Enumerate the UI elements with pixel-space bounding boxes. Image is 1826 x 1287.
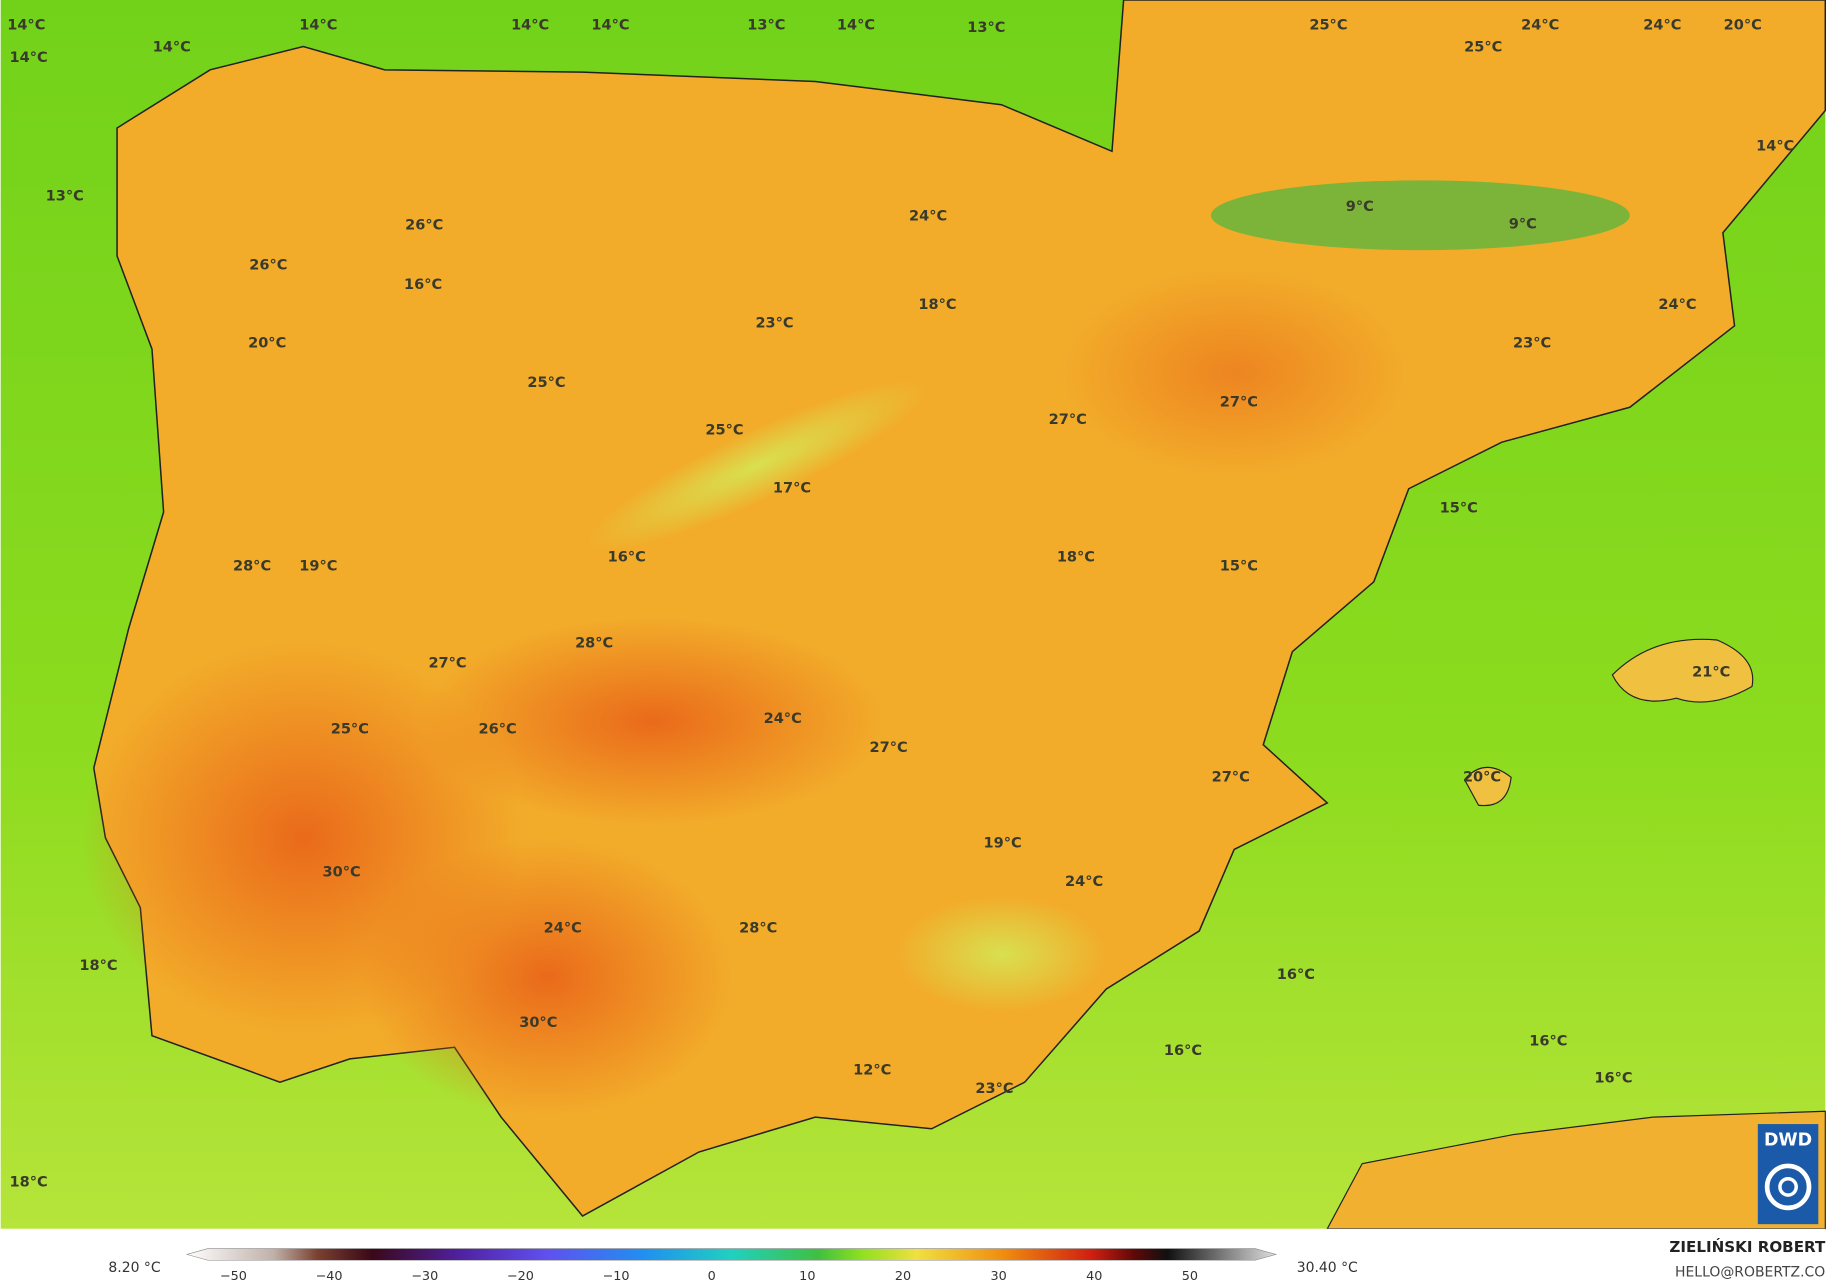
temperature-label: 16°C <box>1594 1071 1632 1087</box>
temperature-label: 25°C <box>705 423 743 439</box>
colorbar-tick: 0 <box>708 1269 716 1284</box>
temperature-label: 20°C <box>1724 18 1762 34</box>
temperature-label: 16°C <box>1529 1033 1567 1049</box>
temperature-label: 19°C <box>984 836 1022 852</box>
temperature-label: 14°C <box>511 18 549 34</box>
temperature-label: 14°C <box>153 40 191 56</box>
temperature-label: 19°C <box>299 559 337 575</box>
temperature-label: 15°C <box>1220 559 1258 575</box>
temperature-label: 9°C <box>1509 217 1537 233</box>
temperature-label: 18°C <box>918 297 956 313</box>
temperature-label: 24°C <box>544 921 582 937</box>
temperature-label: 23°C <box>755 315 793 331</box>
dwd-logo-icon <box>1778 1177 1798 1197</box>
ibiza <box>1463 766 1512 807</box>
temperature-label: 28°C <box>233 559 271 575</box>
colorbar-tick: −20 <box>507 1269 534 1284</box>
temperature-label: 26°C <box>405 218 443 234</box>
temperature-label: 26°C <box>478 722 516 738</box>
temperature-label: 15°C <box>1440 501 1478 517</box>
colorbar-max: 30.40 °C <box>1297 1260 1358 1276</box>
temperature-label: 30°C <box>519 1015 557 1031</box>
temperature-label: 25°C <box>527 375 565 391</box>
colorbar-min: 8.20 °C <box>108 1260 160 1276</box>
colorbar-tick: −50 <box>220 1269 247 1284</box>
colorbar-tick: −40 <box>316 1269 343 1284</box>
temperature-label: 26°C <box>249 257 287 273</box>
temperature-label: 23°C <box>975 1081 1013 1097</box>
temperature-label: 24°C <box>764 711 802 727</box>
dwd-logo-icon <box>1764 1163 1812 1211</box>
temperature-label: 21°C <box>1692 665 1730 681</box>
temperature-label: 27°C <box>1049 412 1087 428</box>
temperature-label: 27°C <box>869 740 907 756</box>
temperature-label: 27°C <box>1220 395 1258 411</box>
colorbar <box>185 1248 1278 1261</box>
colorbar-tick: 30 <box>990 1269 1006 1284</box>
temperature-label: 25°C <box>1464 40 1502 56</box>
colorbar-tick: 10 <box>799 1269 815 1284</box>
colorbar-tick: 40 <box>1086 1269 1102 1284</box>
temperature-label: 13°C <box>46 189 84 205</box>
colorbar-tick: 20 <box>895 1269 911 1284</box>
temperature-label: 27°C <box>1212 769 1250 785</box>
temperature-label: 25°C <box>1309 18 1347 34</box>
temperature-label: 24°C <box>1065 874 1103 890</box>
temperature-label: 16°C <box>1164 1043 1202 1059</box>
temperature-label: 18°C <box>79 958 117 974</box>
temperature-shading <box>82 180 1630 1118</box>
temperature-label: 28°C <box>575 636 613 652</box>
temperature-label: 16°C <box>1277 967 1315 983</box>
temperature-label: 16°C <box>608 549 646 565</box>
temperature-label: 13°C <box>747 18 785 34</box>
dwd-logo-text: DWD <box>1764 1130 1812 1150</box>
mallorca <box>1611 638 1754 703</box>
temperature-label: 14°C <box>299 18 337 34</box>
temperature-label: 14°C <box>837 18 875 34</box>
colorbar-tick: 50 <box>1182 1269 1198 1284</box>
contact: HELLO@ROBERTZ.CO <box>1675 1265 1825 1281</box>
temperature-label: 24°C <box>1521 18 1559 34</box>
temperature-label: 20°C <box>1463 769 1501 785</box>
colorbar-tick: −30 <box>411 1269 438 1284</box>
temperature-label: 9°C <box>1346 199 1374 215</box>
temperature-label: 23°C <box>1513 335 1551 351</box>
temperature-label: 18°C <box>1057 549 1095 565</box>
colorbar-tick: −10 <box>603 1269 630 1284</box>
temperature-label: 17°C <box>773 481 811 497</box>
temperature-label: 27°C <box>428 655 466 671</box>
temperature-label: 16°C <box>404 277 442 293</box>
temperature-label: 12°C <box>853 1063 891 1079</box>
temperature-label: 24°C <box>1643 18 1681 34</box>
temperature-label: 24°C <box>909 208 947 224</box>
temperature-label: 18°C <box>10 1174 48 1190</box>
temperature-label: 14°C <box>7 18 45 34</box>
temperature-label: 24°C <box>1658 297 1696 313</box>
temperature-label: 14°C <box>10 50 48 66</box>
temperature-label: 25°C <box>331 722 369 738</box>
temperature-label: 28°C <box>739 921 777 937</box>
temperature-label: 14°C <box>1756 139 1794 155</box>
temperature-label: 14°C <box>591 18 629 34</box>
temperature-label: 13°C <box>967 20 1005 36</box>
temperature-label: 20°C <box>248 335 286 351</box>
author: ZIELIŃSKI ROBERT <box>1669 1237 1826 1256</box>
temperature-label: 30°C <box>323 865 361 881</box>
